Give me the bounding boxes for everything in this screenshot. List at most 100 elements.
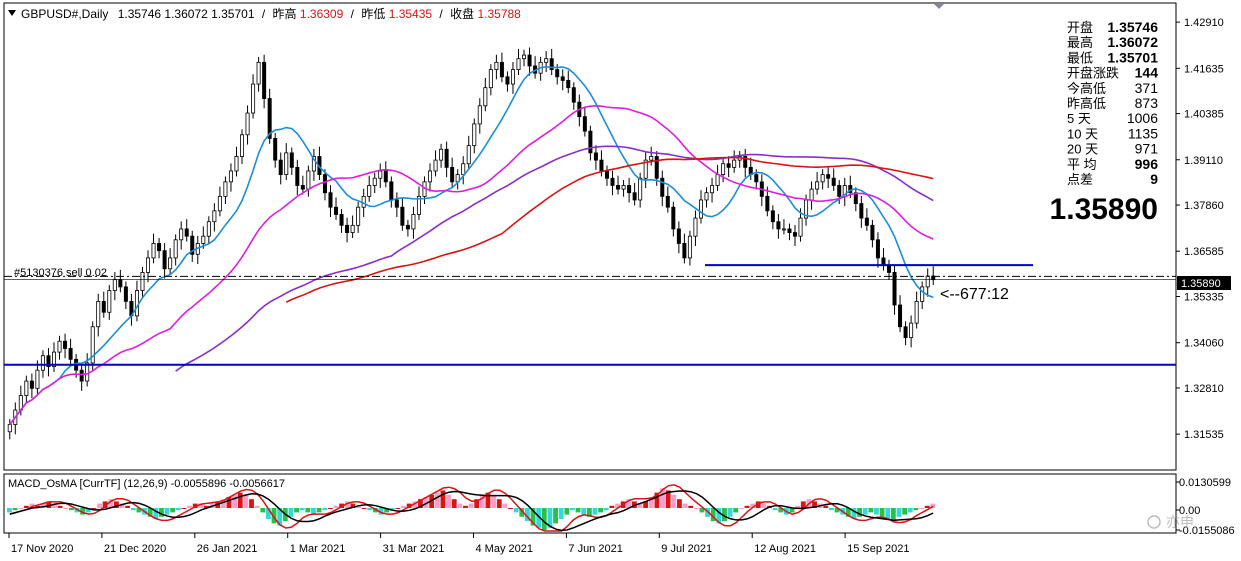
- macd-bar: [249, 499, 254, 508]
- macd-bar: [716, 508, 722, 524]
- candle-body: [240, 134, 245, 157]
- candle-body: [610, 177, 615, 186]
- candle-body: [505, 76, 510, 85]
- candle-body: [654, 156, 659, 179]
- info-row-value: 1.35701: [1107, 49, 1158, 65]
- macd-bar: [29, 503, 35, 508]
- candle-body: [510, 69, 515, 85]
- candle-body: [676, 228, 681, 244]
- candle-body: [560, 76, 565, 81]
- macd-bar: [175, 508, 181, 511]
- price-tag-box: [1177, 276, 1231, 290]
- info-row-label: 点差: [1067, 172, 1093, 187]
- macd-bar: [299, 508, 305, 511]
- candle-body: [173, 239, 178, 259]
- candle-body: [306, 170, 311, 190]
- candle-body: [649, 156, 654, 161]
- candle-body: [85, 362, 90, 382]
- macd-bar: [23, 505, 29, 508]
- macd-bar: [812, 501, 817, 508]
- chevron-down-icon[interactable]: [8, 10, 16, 16]
- candle-body: [68, 348, 73, 360]
- candle-body: [96, 300, 101, 328]
- macd-bar: [524, 508, 530, 522]
- y-tick-label: 1.40385: [1184, 109, 1224, 121]
- macd-bar: [823, 505, 829, 508]
- macd-bar: [68, 508, 74, 511]
- candle-body: [494, 61, 499, 70]
- candle-body: [201, 235, 206, 244]
- ohlc-values: 1.35746 1.36072 1.35701: [118, 7, 255, 21]
- close-label: 收盘: [450, 6, 474, 21]
- candle-body: [57, 340, 62, 353]
- info-row-label: 最低: [1067, 50, 1093, 65]
- candle-body: [234, 156, 239, 172]
- macd-bar: [502, 503, 508, 508]
- x-tick-label: 12 Aug 2021: [754, 543, 816, 555]
- macd-bar: [598, 508, 604, 513]
- candle-body: [593, 152, 598, 161]
- macd-bar: [586, 508, 592, 517]
- candle-body: [101, 300, 106, 313]
- candle-body: [781, 228, 786, 231]
- horizontal-lines-layer: [4, 264, 1176, 366]
- macd-bar: [440, 490, 446, 508]
- macd-bar: [789, 508, 795, 513]
- candle-body: [859, 203, 864, 219]
- macd-bar: [119, 503, 125, 508]
- info-row-value: 9: [1150, 171, 1158, 187]
- macd-bar: [384, 508, 390, 513]
- macd-bar: [851, 508, 857, 519]
- candle-body: [245, 112, 250, 136]
- candle-body: [732, 159, 737, 168]
- candle-body: [875, 239, 880, 259]
- candle-body: [831, 177, 836, 186]
- macd-bar: [688, 505, 694, 508]
- candle-body: [499, 61, 504, 78]
- candle-body: [616, 185, 621, 190]
- macd-bar: [558, 508, 564, 519]
- candle-body: [909, 322, 914, 339]
- candle-body: [815, 181, 820, 190]
- y-tick-label: 1.37860: [1184, 200, 1224, 212]
- candle-body: [439, 148, 444, 161]
- macd-bar: [125, 505, 131, 508]
- candle-body: [920, 286, 925, 302]
- macd-bar: [322, 508, 328, 511]
- macd-bar: [913, 508, 919, 511]
- macd-bar: [378, 508, 384, 515]
- macd-bar: [356, 505, 361, 508]
- macd-bar: [677, 499, 682, 508]
- y-tick-label: 1.41635: [1184, 63, 1224, 75]
- candle-body: [217, 195, 222, 212]
- candle-body: [914, 300, 919, 324]
- macd-bar: [896, 508, 902, 517]
- candle-body: [898, 304, 903, 328]
- macd-bar: [170, 508, 176, 513]
- info-row-label: 最高: [1067, 35, 1093, 50]
- candle-body: [698, 199, 703, 219]
- macd-bar: [102, 501, 108, 508]
- candle-body: [112, 279, 117, 291]
- candle-body: [356, 206, 361, 226]
- macd-bar: [434, 492, 440, 508]
- macd-tick-label: 0.00: [1179, 505, 1200, 517]
- candle-body: [52, 351, 57, 367]
- candle-body: [278, 159, 283, 176]
- candle-body: [516, 58, 521, 70]
- watermark: 亦申: [1147, 514, 1194, 530]
- candle-countdown: <--677:12: [940, 286, 1009, 303]
- candle-body: [24, 380, 29, 396]
- macd-bar: [254, 505, 260, 508]
- candle-body: [461, 163, 466, 176]
- candle-body: [798, 217, 803, 237]
- candle-body: [400, 206, 405, 226]
- macd-bar: [57, 505, 63, 508]
- macd-bar: [541, 508, 547, 530]
- macd-bar: [91, 508, 97, 509]
- symbol-label: GBPUSD#,Daily: [21, 7, 108, 21]
- candle-body: [267, 98, 272, 139]
- macd-bar: [40, 503, 46, 508]
- candle-body: [881, 257, 886, 266]
- candle-body: [411, 214, 416, 230]
